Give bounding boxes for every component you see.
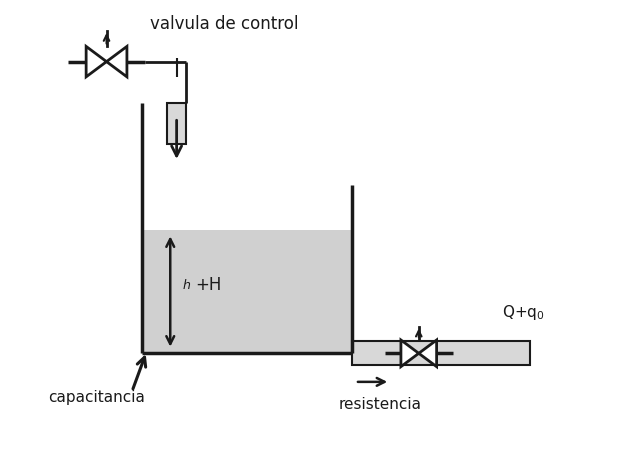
Text: Q+q$_{\mathregular{0}}$: Q+q$_{\mathregular{0}}$ — [502, 303, 545, 322]
Bar — [141, 230, 352, 353]
Bar — [167, 103, 186, 144]
Text: resistencia: resistencia — [339, 396, 422, 412]
Polygon shape — [401, 340, 419, 366]
Polygon shape — [106, 46, 127, 77]
Text: +H: +H — [196, 276, 222, 294]
Text: valvula de control: valvula de control — [150, 14, 299, 33]
Polygon shape — [419, 340, 436, 366]
Bar — [352, 341, 531, 366]
Polygon shape — [86, 46, 106, 77]
Text: $h$: $h$ — [182, 278, 191, 292]
Text: capacitancia: capacitancia — [49, 390, 145, 405]
